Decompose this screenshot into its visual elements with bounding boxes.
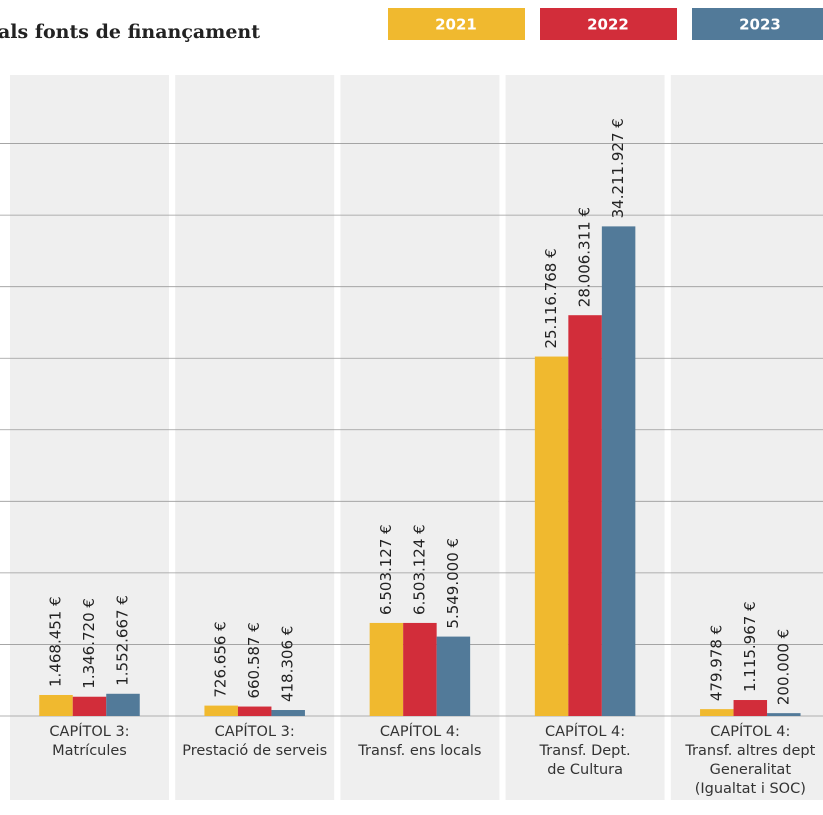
value-label: 5.549.000 € <box>444 538 462 629</box>
bar <box>204 705 238 716</box>
value-label: 28.006.311 € <box>576 207 594 307</box>
bar <box>733 700 768 716</box>
legend-label: 2022 <box>587 16 629 34</box>
value-label: 1.346.720 € <box>80 598 98 689</box>
value-label: 1.468.451 € <box>47 596 65 687</box>
x-tick-label: CAPÍTOL 4: Transf. ens locals <box>358 724 482 759</box>
bar <box>534 356 569 716</box>
value-label: 1.115.967 € <box>741 601 759 692</box>
legend-swatch <box>540 8 677 40</box>
panel <box>175 75 335 800</box>
value-label: 6.503.124 € <box>410 524 428 615</box>
bar <box>767 713 801 716</box>
x-tick-label: CAPÍTOL 4: Transf. Dept. de Cultura <box>539 724 631 778</box>
bar <box>237 706 272 716</box>
value-label: 726.656 € <box>212 621 230 697</box>
value-label: 479.978 € <box>707 625 725 701</box>
panel <box>670 75 823 800</box>
panel <box>10 75 169 800</box>
value-label: 1.552.667 € <box>114 595 132 686</box>
value-label: 418.306 € <box>279 626 297 702</box>
legend-label: 2021 <box>435 16 477 34</box>
x-tick-label: CAPÍTOL 4: Transf. altres dept Generalit… <box>685 724 816 797</box>
legend-swatch <box>692 8 823 40</box>
legend-label: 2023 <box>739 16 781 34</box>
value-label: 25.116.768 € <box>542 248 560 348</box>
value-label: 34.211.927 € <box>609 118 627 218</box>
bar <box>369 622 404 716</box>
bar <box>700 709 734 716</box>
value-label: 6.503.127 € <box>377 524 395 615</box>
legend-swatch <box>388 8 525 40</box>
bar <box>601 226 636 716</box>
bar <box>39 694 73 716</box>
chart-title: als fonts de finançament <box>0 21 260 43</box>
value-label: 200.000 € <box>774 629 792 705</box>
bar <box>436 636 471 716</box>
value-label: 660.587 € <box>245 622 263 698</box>
bar <box>403 622 437 716</box>
bar <box>271 710 305 716</box>
bar <box>568 315 602 716</box>
x-tick-label: CAPÍTOL 3: Matrícules <box>49 724 130 759</box>
bar <box>72 696 107 716</box>
bar <box>106 693 140 716</box>
x-tick-label: CAPÍTOL 3: Prestació de serveis <box>182 724 328 759</box>
